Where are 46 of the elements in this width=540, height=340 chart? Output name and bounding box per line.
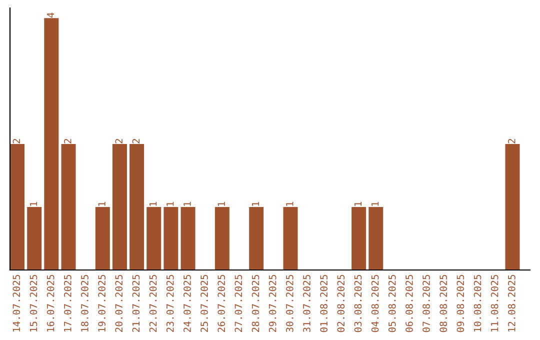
data-label: 1 [98, 202, 106, 206]
x-tick-label: 07.08.2025 [422, 274, 430, 332]
x-tick-label: 20.07.2025 [115, 274, 123, 332]
x-tick-label: 27.07.2025 [234, 274, 242, 332]
x-tick-label: 31.07.2025 [303, 274, 310, 332]
x-tick-label: 25.07.2025 [200, 274, 208, 332]
x-tick-label: 15.07.2025 [30, 274, 38, 332]
x-tick-label: 19.07.2025 [98, 274, 106, 332]
x-tick-label: 14.07.2025 [12, 274, 20, 332]
x-tick-label: 05.08.2025 [388, 274, 396, 332]
data-label: 1 [218, 202, 225, 206]
data-label: 2 [64, 139, 72, 144]
data-label: 2 [115, 139, 122, 144]
data-label: 4 [47, 12, 54, 18]
x-tick-label: 23.07.2025 [166, 274, 174, 332]
x-tick-label: 03.08.2025 [354, 274, 362, 332]
data-label: 1 [252, 202, 260, 206]
x-tick-label: 24.07.2025 [184, 274, 191, 332]
data-label: 1 [286, 202, 294, 206]
x-tick-label: 10.08.2025 [474, 274, 482, 332]
x-tick-label: 29.07.2025 [268, 274, 276, 332]
x-tick-label: 18.07.2025 [81, 274, 88, 332]
x-tick-label: 26.07.2025 [218, 274, 226, 332]
x-tick-label: 30.07.2025 [286, 274, 294, 332]
x-tick-label: 04.08.2025 [371, 274, 379, 332]
data-label: 2 [12, 139, 20, 144]
x-tick-label: 22.07.2025 [149, 274, 157, 332]
x-tick-label: 06.08.2025 [406, 274, 413, 332]
data-label: 1 [372, 202, 379, 206]
x-tick-label: 21.07.2025 [132, 274, 140, 332]
x-tick-label: 11.08.2025 [490, 274, 498, 332]
x-tick-label: 08.08.2025 [440, 274, 448, 332]
data-label: 1 [184, 202, 191, 206]
x-tick-label: 02.08.2025 [337, 274, 345, 332]
x-tick-label: 01.08.2025 [320, 274, 328, 332]
data-label: 2 [132, 139, 140, 144]
x-tick-label: 12.08.2025 [508, 274, 516, 332]
x-tick-label: 28.07.2025 [252, 274, 260, 332]
data-label: 1 [30, 202, 38, 206]
data-label: 1 [166, 202, 174, 206]
x-tick-label: 09.08.2025 [456, 274, 464, 332]
data-label: 2 [508, 139, 516, 144]
data-label: 1 [149, 202, 157, 206]
x-tick-label: 17.07.2025 [64, 274, 72, 332]
x-tick-label: 16.07.2025 [46, 274, 54, 332]
data-label: 1 [354, 202, 362, 206]
